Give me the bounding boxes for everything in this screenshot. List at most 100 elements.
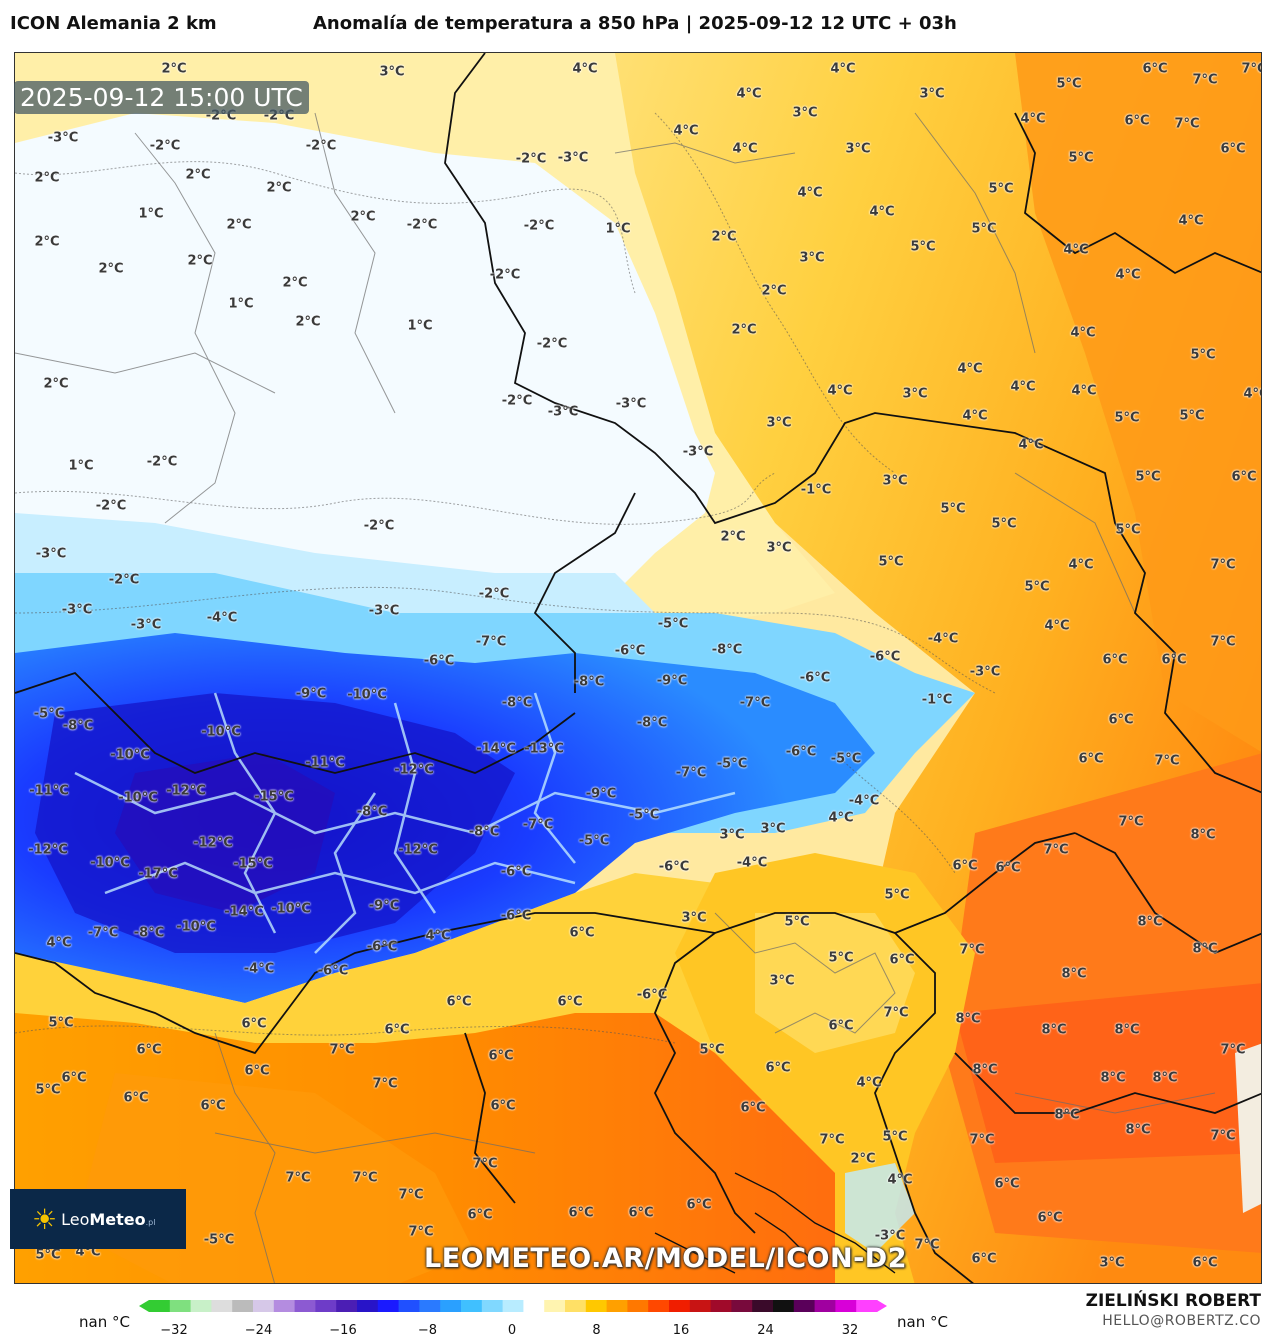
colorbar-cell (232, 1300, 254, 1312)
temperature-label: -8°C (468, 824, 500, 840)
model-name: ICON Alemania 2 km (10, 13, 217, 34)
temperature-label: 7°C (1192, 72, 1218, 88)
temperature-label: -12°C (166, 783, 206, 799)
temperature-label: 8°C (1054, 1107, 1080, 1123)
colorbar-arrow-left (139, 1300, 149, 1312)
colorbar-cell (481, 1300, 504, 1312)
author-email[interactable]: HELLO@ROBERTZ.CO (1102, 1313, 1261, 1329)
temperature-label: 4°C (1068, 557, 1094, 573)
temperature-label: 6°C (123, 1090, 149, 1106)
temperature-label: 4°C (830, 61, 856, 77)
temperature-label: -2°C (95, 498, 127, 514)
author-name: ZIELIŃSKI ROBERT (1085, 1291, 1261, 1311)
temperature-label: 8°C (1137, 914, 1163, 930)
temperature-label: -2°C (489, 267, 521, 283)
colorbar-cell (190, 1300, 212, 1312)
temperature-label: 4°C (1243, 386, 1261, 402)
temperature-label: -12°C (28, 842, 68, 858)
temperature-label: 6°C (1161, 652, 1187, 668)
temperature-label: 3°C (845, 141, 871, 157)
temperature-label: -3°C (874, 1228, 906, 1244)
temperature-label: -2°C (305, 138, 337, 154)
colorbar-cell (419, 1300, 441, 1312)
colorbar-tick-label: −32 (160, 1323, 188, 1338)
temperature-label: -3°C (35, 546, 67, 562)
temperature-label: -2°C (108, 572, 140, 588)
temperature-label: 1°C (68, 458, 94, 474)
map-canvas (15, 53, 1261, 1283)
temperature-label: -8°C (133, 925, 165, 941)
temperature-label: 6°C (952, 858, 978, 874)
temperature-label: 5°C (1190, 347, 1216, 363)
temperature-label: -5°C (628, 807, 660, 823)
temperature-label: 6°C (490, 1098, 516, 1114)
colorbar-cell (606, 1300, 628, 1312)
temperature-label: 4°C (1020, 111, 1046, 127)
temperature-label: 4°C (1070, 325, 1096, 341)
temperature-label: 3°C (379, 64, 405, 80)
temperature-label: -2°C (363, 518, 395, 534)
temperature-label: 6°C (889, 952, 915, 968)
temperature-label: 2°C (34, 234, 60, 250)
temperature-label: 2°C (226, 217, 252, 233)
temperature-label: -9°C (295, 686, 327, 702)
logo-suffix: .pl (145, 1217, 156, 1227)
logo-text: LeoMeteo (61, 1209, 146, 1229)
temperature-label: 7°C (1210, 634, 1236, 650)
colorbar-tick-label: 24 (757, 1323, 774, 1338)
temperature-label: 6°C (244, 1063, 270, 1079)
temperature-label: 8°C (955, 1011, 981, 1027)
colorbar-cell (377, 1300, 400, 1312)
temperature-anomaly-map[interactable]: 2°C 3°C 4°C 4°C 5°C 6°C 7°C 7°C 3°C 4°C 3°C 4°C 4°C 6… (14, 52, 1262, 1284)
leometeo-logo[interactable]: ☀ LeoMeteo .pl (10, 1189, 186, 1249)
temperature-label: 3°C (919, 86, 945, 102)
colorbar-cell (544, 1300, 566, 1312)
temperature-label: -3°C (47, 130, 79, 146)
temperature-label: -3°C (368, 603, 400, 619)
colorbar-cell (211, 1300, 233, 1312)
temperature-label: 8°C (1061, 966, 1087, 982)
temperature-label: -8°C (501, 695, 533, 711)
valid-time-badge: 2025-09-12 15:00 UTC (14, 81, 309, 114)
temperature-label: 6°C (241, 1016, 267, 1032)
colorbar-cell (710, 1300, 732, 1312)
temperature-label: -8°C (356, 804, 388, 820)
temperature-label: 5°C (1115, 522, 1141, 538)
temperature-label: 5°C (940, 501, 966, 517)
temperature-label: 2°C (350, 209, 376, 225)
temperature-label: -7°C (675, 765, 707, 781)
colorbar-cell (169, 1300, 192, 1312)
temperature-label: 2°C (711, 229, 737, 245)
temperature-label: 6°C (686, 1197, 712, 1213)
temperature-label: -12°C (193, 835, 233, 851)
temperature-label: -10°C (347, 687, 387, 703)
temperature-label: -10°C (176, 919, 216, 935)
temperature-label: 7°C (914, 1237, 940, 1253)
temperature-label: -2°C (515, 151, 547, 167)
colorbar-tick-label: 0 (507, 1323, 517, 1338)
temperature-label: 5°C (48, 1015, 74, 1031)
temperature-label: 5°C (828, 950, 854, 966)
colorbar-cell (440, 1300, 462, 1312)
temperature-label: -2°C (149, 138, 181, 154)
temperature-label: 5°C (882, 1129, 908, 1145)
model-url[interactable]: LEOMETEO.AR/MODEL/ICON-D2 (424, 1243, 907, 1274)
temperature-label: -10°C (271, 901, 311, 917)
temperature-label: 4°C (1178, 213, 1204, 229)
temperature-label: -7°C (475, 634, 507, 650)
temperature-label: 6°C (740, 1100, 766, 1116)
temperature-label: -3°C (130, 617, 162, 633)
temperature-label: -6°C (658, 859, 690, 875)
colorbar-cell (669, 1300, 691, 1312)
temperature-label: 3°C (719, 827, 745, 843)
colorbar-cell (149, 1300, 171, 1312)
colorbar-cell (731, 1300, 753, 1312)
temperature-label: -7°C (522, 817, 554, 833)
temperature-label: -6°C (636, 987, 668, 1003)
temperature-label: 4°C (957, 361, 983, 377)
temperature-label: -14°C (224, 904, 264, 920)
temperature-label: -8°C (573, 674, 605, 690)
temperature-label: 2°C (185, 167, 211, 183)
colorbar-cell (315, 1300, 337, 1312)
temperature-label: 7°C (1118, 814, 1144, 830)
